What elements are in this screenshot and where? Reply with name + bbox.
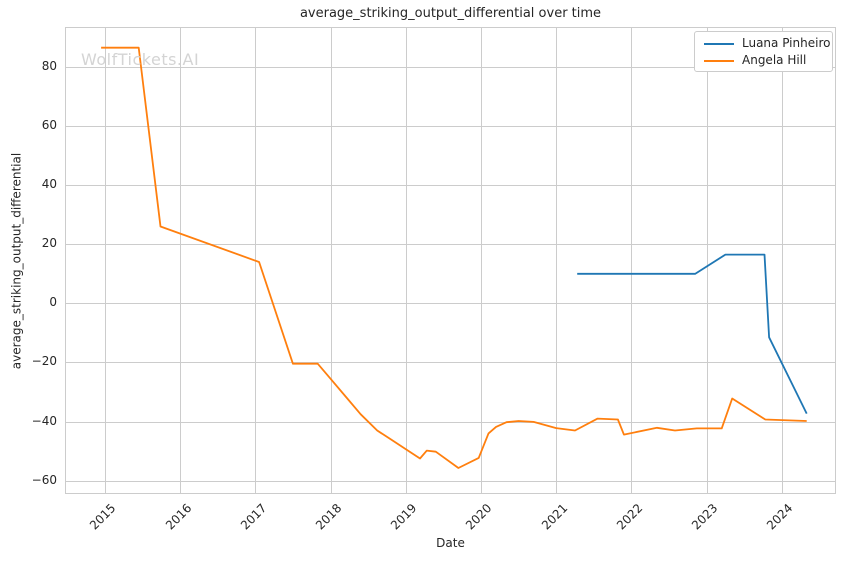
legend-label-angela-hill: Angela Hill <box>742 53 807 67</box>
y-axis-label: average_striking_output_differential <box>9 152 24 370</box>
x-tick-label: 2022 <box>613 501 646 533</box>
x-tick-label: 2015 <box>87 501 119 533</box>
x-tick-label: 2018 <box>312 501 345 533</box>
x-tick-label: 2019 <box>388 501 420 533</box>
x-tick-label: 2017 <box>237 501 270 533</box>
chart-title: average_striking_output_differential ove… <box>299 6 602 21</box>
legend-line-swatch-blue <box>704 43 734 45</box>
watermark: WolfTickets.AI <box>81 50 200 69</box>
plot-area <box>65 27 836 494</box>
x-tick-label: 2024 <box>764 501 796 533</box>
legend-item-angela-hill: Angela Hill <box>695 52 832 69</box>
series-line-luana-pinheiro <box>577 253 808 414</box>
axes-border <box>65 27 836 494</box>
series-line-angela-hill <box>101 46 807 469</box>
legend-line-swatch-orange <box>704 60 734 62</box>
legend: Luana Pinheiro Angela Hill <box>694 31 833 72</box>
x-axis-label: Date <box>436 536 465 550</box>
x-tick-label: 2020 <box>463 501 495 533</box>
x-tick-label: 2021 <box>538 501 571 533</box>
legend-label-luana-pinheiro: Luana Pinheiro <box>742 36 831 50</box>
legend-item-luana-pinheiro: Luana Pinheiro <box>695 35 832 52</box>
x-tick-label: 2023 <box>689 501 721 533</box>
x-tick-label: 2016 <box>162 501 194 533</box>
